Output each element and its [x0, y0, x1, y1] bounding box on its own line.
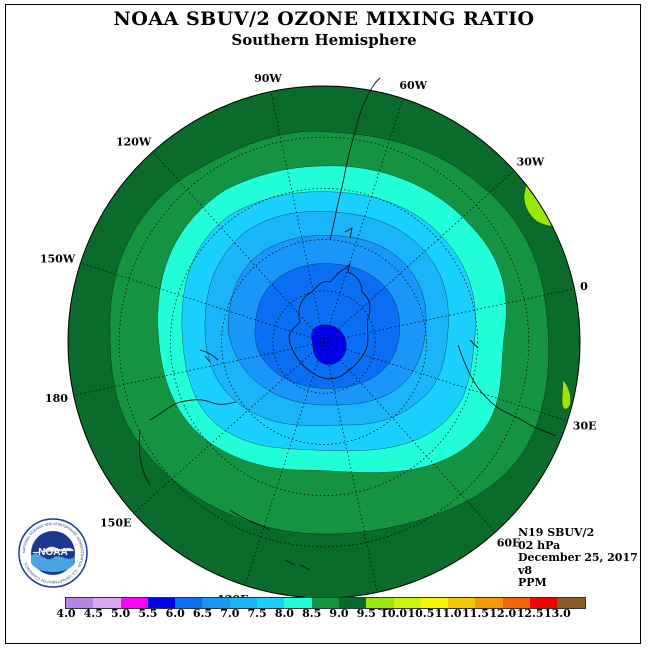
longitude-label: 90W	[254, 72, 282, 85]
meridian-line	[73, 341, 325, 396]
indonesia-coastline	[229, 509, 311, 571]
colorbar-tick-label: 13.0	[543, 607, 571, 620]
colorbar-tick-label: 5.5	[138, 607, 158, 620]
latitude-circle	[170, 188, 478, 496]
logo-text: NOAA	[38, 547, 67, 558]
colorbar-swatch	[284, 598, 312, 608]
colorbar-swatch	[175, 598, 203, 608]
longitude-label: 150E	[100, 517, 131, 530]
meridian-line	[244, 341, 325, 586]
colorbar-swatch	[66, 598, 94, 608]
colorbar-tick-label: 6.5	[192, 607, 213, 620]
contour-lime-9-0-south	[561, 379, 571, 410]
meridian-line	[323, 170, 515, 343]
longitude-label: 0	[580, 280, 588, 293]
australia-coastline	[138, 399, 237, 486]
colorbar-tick-label: 10.0	[380, 607, 407, 620]
colorbar-tick-label: 6.0	[165, 607, 185, 620]
meridian-line	[323, 341, 378, 593]
graticule	[73, 91, 575, 593]
version-label: v8	[518, 563, 533, 577]
colorbar-tick-label: 7.0	[220, 607, 240, 620]
colorbar-swatch	[502, 598, 531, 608]
meridian-line	[323, 341, 496, 533]
colorbar-swatch	[120, 598, 148, 608]
latitude-circle	[118, 136, 530, 548]
colorbar-tick-label: 7.5	[247, 607, 267, 620]
colorbar-tick-label: 12.5	[516, 607, 544, 620]
colorbar-swatch	[147, 598, 176, 608]
south-america-coastline	[329, 77, 381, 241]
satellite-label: N19 SBUV/2	[518, 526, 595, 539]
longitude-label: 180	[45, 392, 68, 405]
colorbar-swatch	[366, 598, 394, 608]
info-block: N19 SBUV/2 02 hPa December 25, 2017 v8 P…	[518, 526, 638, 590]
longitude-label: 60W	[399, 79, 427, 92]
colorbar-swatch	[93, 598, 121, 608]
longitude-label: 150W	[40, 253, 76, 266]
map-subtitle: Southern Hemisphere	[231, 31, 417, 49]
meridian-line	[323, 341, 568, 422]
noaa-logo-icon: NOAA NATIONAL OCEANIC AND ATMOSPHERIC AD…	[18, 518, 88, 588]
meridian-line	[152, 151, 325, 343]
colorbar-swatch	[475, 598, 503, 608]
latitude-circle	[221, 239, 427, 445]
colorbar-tick-label: 12.0	[489, 607, 517, 620]
coastlines	[138, 77, 557, 571]
africa-coastline	[457, 339, 557, 437]
longitude-label: 30W	[517, 155, 545, 168]
colorbar-tick-label: 8.0	[274, 607, 294, 620]
meridian-line	[270, 91, 325, 343]
colorbar-swatch	[530, 598, 558, 608]
colorbar-tick-label: 11.5	[462, 607, 489, 620]
colorbar-labels: 4.0 4.5 5.0 5.5 6.0 6.5 7.0 7.5 8.0 8.5 9.0 9.5 10.0…	[0, 607, 648, 623]
new-zealand-coastline	[199, 349, 219, 363]
meridian-line	[323, 98, 404, 343]
colorbar-tick-label: 10.5	[407, 607, 435, 620]
colorbar-tick-label: 4.5	[83, 607, 103, 620]
colorbar-swatch	[448, 598, 476, 608]
meridian-line	[133, 341, 325, 514]
colorbar-swatch	[229, 598, 258, 608]
longitude-label: 120W	[116, 135, 152, 148]
level-label: 02 hPa	[518, 538, 561, 552]
plot-frame	[5, 4, 641, 644]
meridian-line	[323, 288, 575, 343]
antarctica-coastline	[288, 262, 371, 380]
meridian-line	[80, 262, 325, 343]
colorbar-swatch	[257, 598, 285, 608]
colorbar-tick-label: 4.0	[56, 607, 76, 620]
colorbar-swatch	[202, 598, 230, 608]
colorbar-tick-label: 9.0	[329, 607, 349, 620]
colorbar-tick-label: 11.0	[434, 607, 462, 620]
colorbar	[65, 597, 586, 609]
colorbar-tick-label: 5.0	[111, 607, 131, 620]
colorbar-tick-label: 9.5	[356, 607, 376, 620]
date-label: December 25, 2017	[518, 551, 638, 564]
colorbar-swatch	[557, 598, 585, 608]
colorbar-swatch	[311, 598, 339, 608]
ozone-contour-field	[68, 86, 580, 598]
map-title: NOAA SBUV/2 OZONE MIXING RATIO	[113, 8, 535, 30]
longitude-label: 30E	[573, 419, 597, 432]
colorbar-swatch	[393, 598, 421, 608]
colorbar-tick-label: 8.5	[302, 607, 322, 620]
units-label: PPM	[518, 576, 547, 589]
latitude-circle	[272, 290, 376, 394]
colorbar-swatch	[420, 598, 449, 608]
longitude-label: 60E	[497, 537, 521, 550]
colorbar-swatch	[338, 598, 367, 608]
